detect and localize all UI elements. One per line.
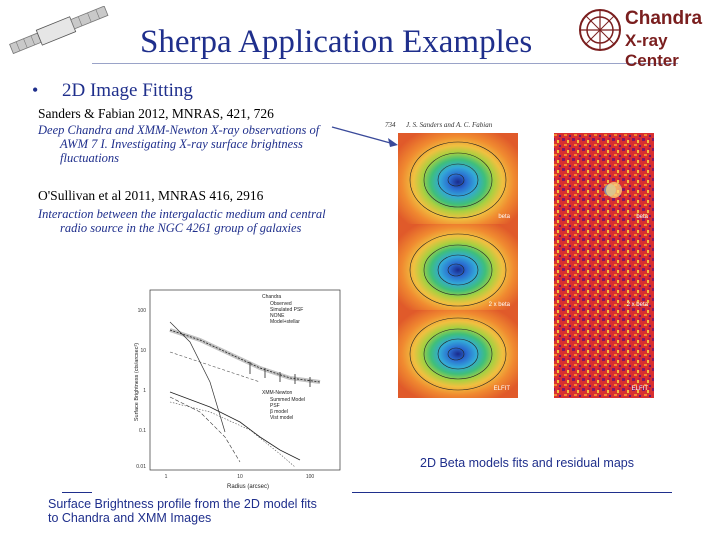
y-tick-label: 100 [138, 308, 147, 314]
model-map-beta [398, 133, 518, 231]
reference-description-line: Deep Chandra and XMM-Newton X-ray observ… [38, 123, 320, 137]
legend-entry: XMM-Newton [262, 390, 293, 396]
reference-citation: Sanders & Fabian 2012, MNRAS, 421, 726 [38, 106, 274, 121]
title-divider [92, 63, 678, 64]
logo-text-line2: X-ray Center [625, 31, 679, 70]
legend-entry: β model [270, 409, 288, 415]
legend-entry: Simulated PSF [270, 307, 303, 313]
cxc-logo-icon [579, 9, 621, 51]
surface-brightness-plot: 100 10 1 0.1 0.01 1 10 100 Radius (arcse… [134, 289, 341, 490]
model-label: beta [498, 214, 510, 220]
residual-label: ELFIT [632, 386, 649, 392]
residual-label: beta [636, 214, 648, 220]
residual-map-beta [554, 133, 654, 231]
figure-caption-right: 2D Beta models fits and residual maps [420, 456, 634, 470]
arrow-icon [331, 126, 398, 147]
reference-description-line: AWM 7 I. Investigating X-ray surface bri… [60, 137, 303, 151]
model-label: ELFIT [494, 386, 511, 392]
curve-beta-model [169, 401, 296, 468]
figure-caption-left-line1: Surface Brightness profile from the 2D m… [48, 497, 317, 511]
x-axis-label: Radius (arcsec) [227, 484, 269, 490]
caption-rule [352, 492, 672, 493]
x-tick-label: 1 [165, 474, 168, 480]
y-tick-label: 10 [140, 348, 146, 354]
legend-entry: Observed [270, 301, 292, 307]
bullet-marker: • [32, 80, 39, 100]
model-map-elfit [398, 310, 518, 398]
legend-entry: Summed Model [270, 397, 305, 403]
curve-summed-model [169, 391, 301, 461]
y-tick-label: 0.01 [136, 464, 146, 470]
reference-citation: O'Sullivan et al 2011, MNRAS 416, 2916 [38, 188, 264, 203]
model-label: 2 x beta [489, 302, 511, 308]
reference-description-line: Interaction between the intergalactic me… [38, 207, 326, 221]
legend-entry: Vist model [270, 415, 293, 421]
curve-none [169, 351, 261, 383]
x-tick-label: 100 [306, 474, 315, 480]
bullet-heading: 2D Image Fitting [62, 80, 193, 101]
residual-map-2x-beta [554, 224, 654, 316]
figure-caption-left-line2: to Chandra and XMM Images [48, 511, 212, 525]
x-tick-label: 10 [237, 474, 243, 480]
satellite-icon [9, 6, 109, 54]
reference-description-line: fluctuations [60, 151, 120, 165]
y-tick-label: 0.1 [139, 428, 146, 434]
caption-rule [62, 492, 92, 493]
curve-xmm-psf [169, 396, 241, 463]
figure-header: 734 J. S. Sanders and A. C. Fabian [385, 121, 493, 129]
slide-title: Sherpa Application Examples [140, 24, 533, 60]
y-tick-label: 1 [143, 388, 146, 394]
legend-entry: Model+stellar [270, 319, 300, 325]
model-maps-figure: beta 2 x beta ELFIT [398, 133, 518, 398]
legend-entry: PSF [270, 403, 280, 409]
model-map-2x-beta [398, 224, 518, 316]
reference-description-line: radio source in the NGC 4261 group of ga… [60, 221, 302, 235]
y-axis-label: Surface Brightness (cts/arcsec²) [134, 343, 140, 421]
residual-map-elfit [554, 310, 654, 398]
legend-entry: NONE [270, 313, 285, 319]
logo-text-line1: Chandra [625, 8, 703, 29]
residual-label: 2 x beta [627, 302, 649, 308]
legend-entry: Chandra [262, 294, 281, 300]
data-markers [249, 362, 311, 387]
residual-maps-figure: beta 2 x beta ELFIT [554, 133, 654, 398]
